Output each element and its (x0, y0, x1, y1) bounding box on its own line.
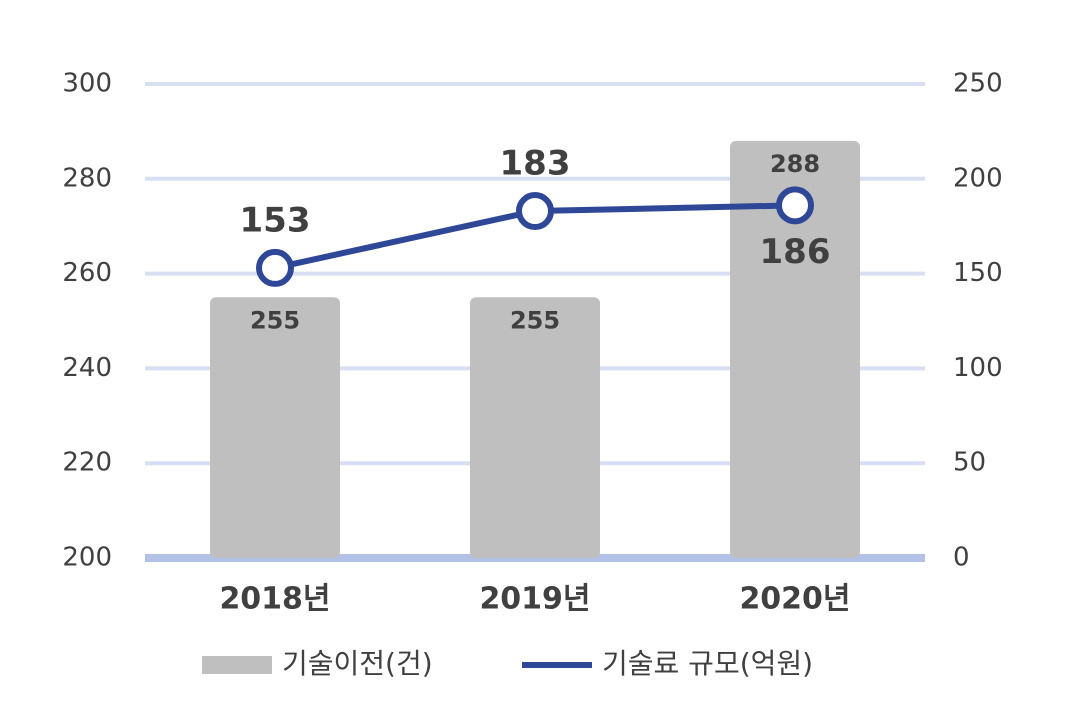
legend-swatch (202, 656, 272, 674)
y2-tick-label: 100 (953, 353, 1003, 383)
y-tick-label: 240 (62, 353, 112, 383)
y-tick-label: 200 (62, 543, 112, 573)
x-tick-label: 2020년 (739, 582, 850, 617)
bar-value-label: 255 (250, 306, 300, 334)
line-marker (776, 186, 814, 225)
y2-tick-label: 200 (953, 163, 1003, 193)
y-tick-label: 280 (62, 163, 112, 193)
line-value-label: 183 (500, 144, 571, 184)
legend-label: 기술이전(건) (282, 647, 433, 680)
bar (470, 297, 600, 558)
y2-tick-label: 150 (953, 258, 1003, 288)
y-tick-label: 260 (62, 258, 112, 288)
y2-tick-label: 50 (953, 448, 986, 478)
y2-tick-label: 250 (953, 69, 1003, 99)
x-tick-label: 2018년 (219, 582, 330, 617)
x-tick-label: 2019년 (479, 582, 590, 617)
line-value-label: 153 (240, 200, 311, 240)
line-value-label: 186 (760, 232, 831, 272)
line-marker (256, 248, 294, 287)
bar-value-label: 255 (510, 306, 560, 334)
bar-value-label: 288 (770, 150, 820, 178)
line-marker (516, 192, 554, 231)
bar (210, 297, 340, 558)
y-tick-label: 300 (62, 69, 112, 99)
legend-label: 기술료 규모(억원) (602, 647, 813, 680)
y2-tick-label: 0 (953, 543, 970, 573)
bar (730, 140, 860, 558)
y-tick-label: 220 (62, 448, 112, 478)
